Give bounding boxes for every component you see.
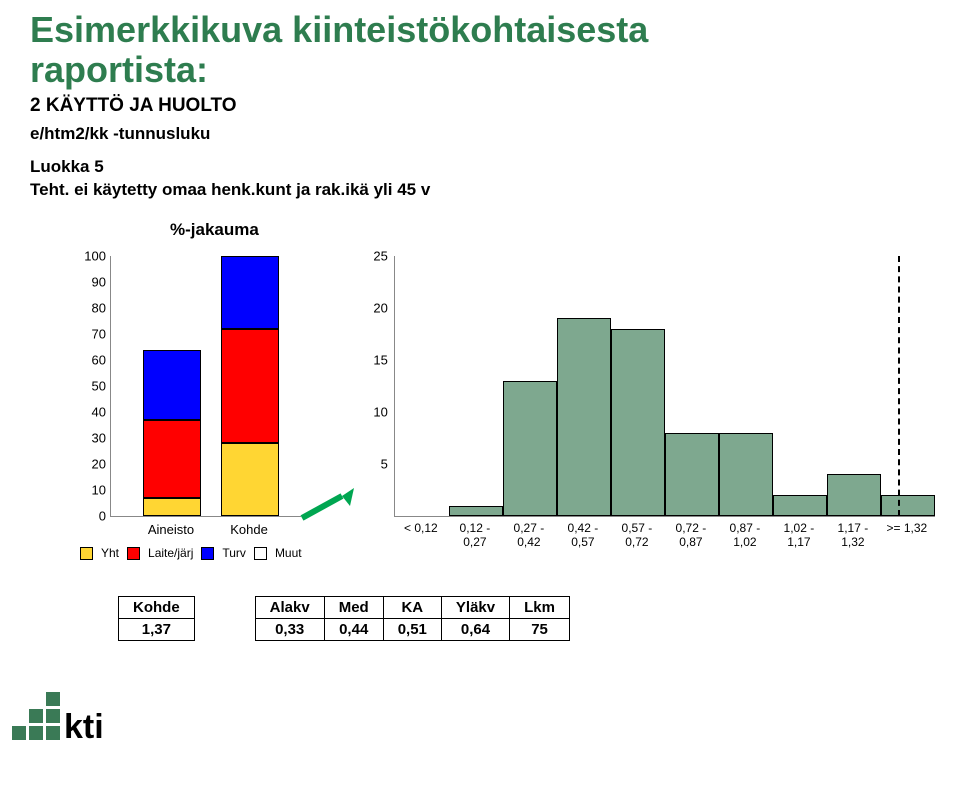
title-line1: Esimerkkikuva kiinteistökohtaisesta	[30, 9, 648, 50]
summary-value: 75	[510, 619, 570, 641]
page-title: Esimerkkikuva kiinteistökohtaisesta rapo…	[30, 10, 930, 89]
hist-ytick: 25	[354, 249, 388, 264]
stacked-plot	[110, 256, 301, 517]
logo: kti	[12, 692, 112, 777]
hist-ytick: 20	[354, 301, 388, 316]
hist-ytick: 10	[354, 405, 388, 420]
stacked-ytick: 40	[70, 405, 106, 420]
title-line2: raportista:	[30, 49, 208, 90]
stacked-ytick: 90	[70, 275, 106, 290]
svg-text:kti: kti	[64, 708, 104, 746]
hist-xlabel: >= 1,32	[880, 522, 934, 536]
hist-bar	[827, 474, 881, 516]
legend-swatch	[201, 547, 214, 560]
hist-bar	[773, 495, 827, 516]
hist-bar	[449, 506, 503, 516]
stacked-segment	[221, 256, 279, 329]
stacked-ytick: 100	[70, 249, 106, 264]
hist-xlabel: 0,57 -0,72	[610, 522, 664, 550]
stacked-segment	[221, 329, 279, 443]
distribution-title: %-jakauma	[170, 220, 930, 240]
legend-swatch	[127, 547, 140, 560]
hist-xlabel: 0,12 -0,27	[448, 522, 502, 550]
stacked-bar	[143, 350, 201, 516]
legend-label: Laite/järj	[148, 546, 193, 560]
stacked-segment	[143, 350, 201, 420]
summary-value: 0,33	[255, 619, 324, 641]
summary-table: AlakvMedKAYläkvLkm 0,330,440,510,6475	[255, 596, 570, 641]
arrow-icon	[298, 488, 358, 531]
hist-bar	[611, 329, 665, 516]
stacked-segment	[221, 443, 279, 516]
legend-swatch	[80, 547, 93, 560]
hist-ytick: 15	[354, 353, 388, 368]
hist-xlabel: 1,17 -1,32	[826, 522, 880, 550]
hist-xlabel: < 0,12	[394, 522, 448, 536]
class-label: Luokka 5	[30, 156, 930, 179]
hist-xlabel: 0,87 -1,02	[718, 522, 772, 550]
kohde-value: 1,37	[119, 619, 195, 641]
kohde-marker-line	[898, 256, 900, 516]
stacked-ytick: 80	[70, 301, 106, 316]
hist-bar	[503, 381, 557, 516]
summary-value: 0,44	[324, 619, 383, 641]
stacked-xlabel: Aineisto	[136, 522, 206, 537]
kohde-table: Kohde 1,37	[118, 596, 195, 641]
summary-header: Med	[324, 597, 383, 619]
metric-label: e/htm2/kk -tunnusluku	[30, 123, 930, 146]
summary-header: Lkm	[510, 597, 570, 619]
hist-bar	[881, 495, 935, 516]
summary-header: Yläkv	[441, 597, 509, 619]
legend-label: Muut	[275, 546, 302, 560]
stacked-ytick: 20	[70, 457, 106, 472]
hist-bar	[557, 318, 611, 516]
hist-bar	[719, 433, 773, 516]
legend-label: Turv	[222, 546, 246, 560]
hist-ytick: 5	[354, 457, 388, 472]
hist-xlabel: 0,72 -0,87	[664, 522, 718, 550]
histogram-plot	[394, 256, 935, 517]
stacked-bar	[221, 256, 279, 516]
stacked-ytick: 70	[70, 327, 106, 342]
stacked-segment	[143, 498, 201, 516]
summary-row: Kohde 1,37 AlakvMedKAYläkvLkm 0,330,440,…	[118, 596, 930, 641]
section-name: 2 KÄYTTÖ JA HUOLTO	[30, 95, 930, 117]
stacked-segment	[143, 420, 201, 498]
legend-label: Yht	[101, 546, 119, 560]
hist-xlabel: 0,27 -0,42	[502, 522, 556, 550]
subtitle-block: 2 KÄYTTÖ JA HUOLTO e/htm2/kk -tunnusluku…	[30, 95, 930, 202]
stacked-ytick: 50	[70, 379, 106, 394]
summary-header: KA	[383, 597, 441, 619]
summary-header: Alakv	[255, 597, 324, 619]
stacked-legend: Yht Laite/järj Turv Muut	[80, 546, 302, 560]
stacked-ytick: 10	[70, 483, 106, 498]
stacked-chart: 1009080706050403020100 AineistoKohde Yht…	[70, 246, 324, 546]
summary-value: 0,64	[441, 619, 509, 641]
stacked-ytick: 30	[70, 431, 106, 446]
stacked-ytick: 0	[70, 509, 106, 524]
histogram-chart: 252015105 < 0,120,12 -0,270,27 -0,420,42…	[354, 246, 930, 546]
summary-value: 0,51	[383, 619, 441, 641]
stacked-xlabel: Kohde	[214, 522, 284, 537]
hist-xlabel: 0,42 -0,57	[556, 522, 610, 550]
stacked-ytick: 60	[70, 353, 106, 368]
filter-label: Teht. ei käytetty omaa henk.kunt ja rak.…	[30, 179, 930, 202]
charts-row: 1009080706050403020100 AineistoKohde Yht…	[30, 246, 930, 546]
hist-bar	[665, 433, 719, 516]
legend-swatch	[254, 547, 267, 560]
kohde-header: Kohde	[119, 597, 195, 619]
hist-xlabel: 1,02 -1,17	[772, 522, 826, 550]
